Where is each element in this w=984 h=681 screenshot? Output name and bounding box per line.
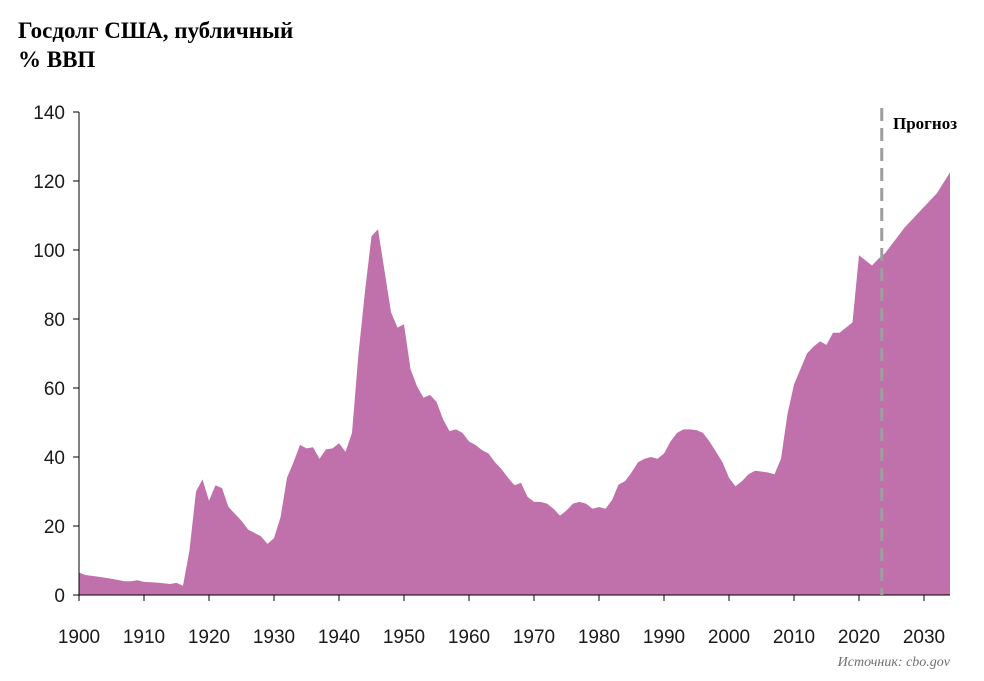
x-tick-label: 1970 [513,627,555,648]
y-tick-label: 60 [44,379,65,400]
forecast-label: Прогноз [893,114,957,133]
area-layer [79,172,950,595]
y-tick-label: 100 [33,241,65,262]
x-tick-label: 1900 [58,627,100,648]
y-tick-label: 80 [44,310,65,331]
chart-title-line-2: % ВВП [18,47,96,72]
x-tick-label: 1930 [253,627,295,648]
x-tick-label: 1940 [318,627,360,648]
y-tick-label: 140 [33,103,65,124]
x-tick-label: 2020 [838,627,880,648]
axes-layer: 0 20 40 60 80 100 120 140 1900 1910 1920 1930 1940 19… [33,103,950,648]
x-tick-label: 1950 [383,627,425,648]
y-tick-label: 0 [54,586,65,607]
debt-area-series [79,172,950,595]
x-tick-label: 1990 [643,627,685,648]
x-tick-label: 1910 [123,627,165,648]
source-note: Источник: cbo.gov [837,655,951,670]
x-tick-label: 2000 [708,627,750,648]
y-tick-label: 120 [33,172,65,193]
chart-title-line-1: Госдолг США, публичный [18,18,294,43]
x-tick-label: 1980 [578,627,620,648]
x-tick-label: 1960 [448,627,490,648]
x-tick-label: 1920 [188,627,230,648]
x-tick-label: 2010 [773,627,815,648]
x-tick-label: 2030 [903,627,945,648]
y-tick-label: 40 [44,448,65,469]
chart-title: Госдолг США, публичный % ВВП [18,16,293,74]
y-tick-label: 20 [44,517,65,538]
